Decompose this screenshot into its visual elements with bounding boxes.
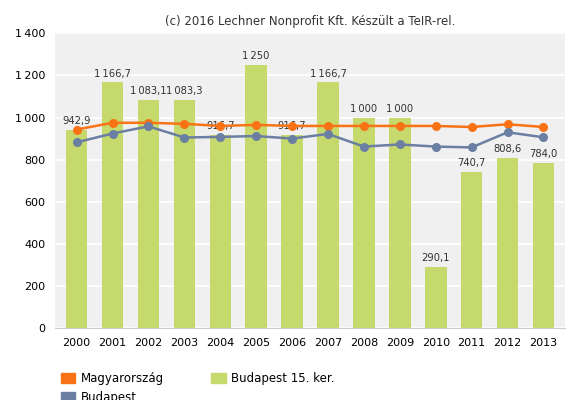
Title: (c) 2016 Lechner Nonprofit Kft. Készült a TeIR-rel.: (c) 2016 Lechner Nonprofit Kft. Készült … [165,15,455,28]
Text: 916,7: 916,7 [206,121,234,131]
Bar [137,100,160,328]
Bar [425,267,447,328]
Bar [497,158,519,328]
Text: 1 083,3: 1 083,3 [166,86,202,96]
Text: 1 250: 1 250 [242,51,270,61]
Bar [353,118,375,328]
Bar [317,82,339,328]
Bar [389,118,411,328]
Text: 1 000: 1 000 [350,104,378,114]
Text: 740,7: 740,7 [458,158,486,168]
Text: 784,0: 784,0 [530,149,557,159]
Bar [66,130,88,328]
Text: 942,9: 942,9 [63,116,91,126]
Text: 808,6: 808,6 [494,144,521,154]
Legend: Magyarország, Budapest, Budapest 15. ker.: Magyarország, Budapest, Budapest 15. ker… [61,372,335,400]
Bar [245,65,267,328]
Text: 916,7: 916,7 [278,121,306,131]
Bar [532,163,554,328]
Bar [173,100,195,328]
Text: 290,1: 290,1 [422,253,450,263]
Text: 1 083,1: 1 083,1 [130,86,167,96]
Bar [209,135,231,328]
Bar [102,82,124,328]
Text: 1 166,7: 1 166,7 [310,69,346,79]
Bar [461,172,483,328]
Text: 1 166,7: 1 166,7 [94,69,131,79]
Text: 1 000: 1 000 [386,104,414,114]
Bar [281,135,303,328]
